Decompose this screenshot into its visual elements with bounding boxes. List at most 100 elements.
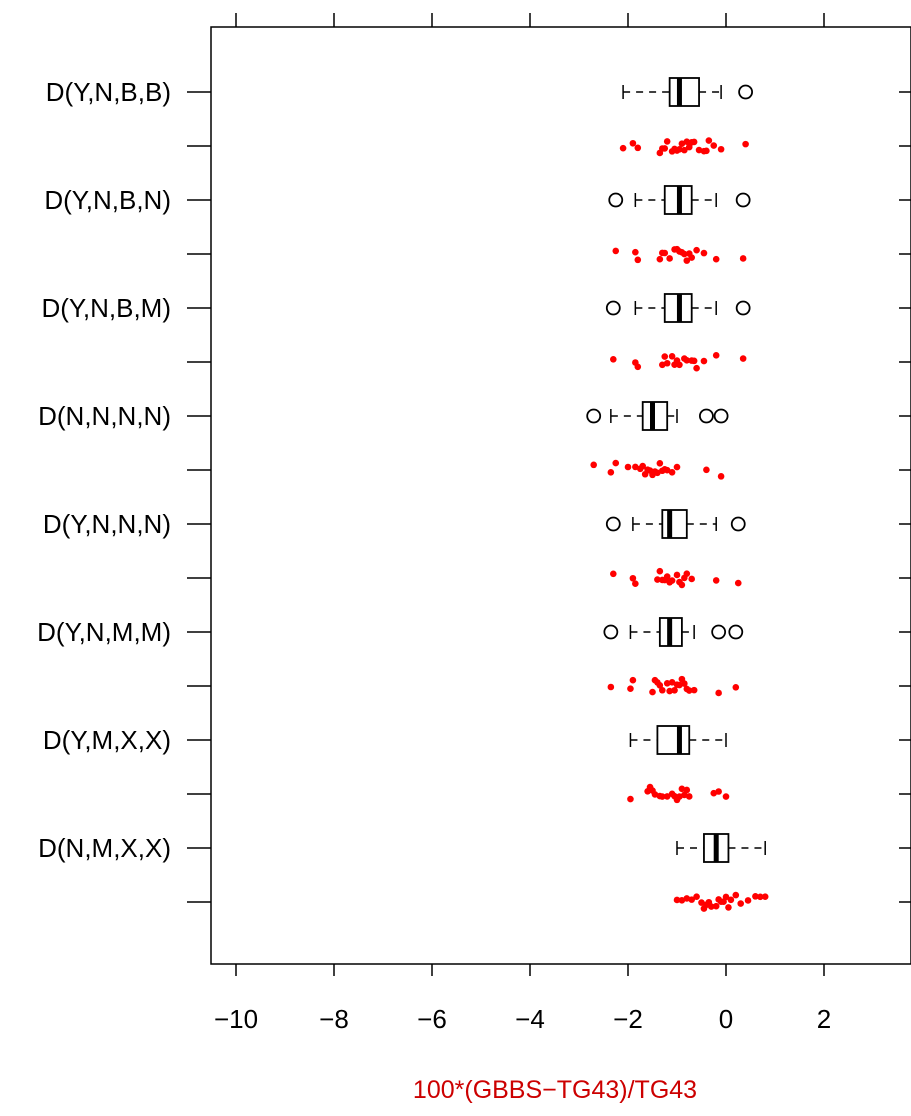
- data-point: [629, 676, 637, 684]
- data-point: [700, 357, 708, 365]
- data-point: [685, 687, 693, 694]
- data-point: [634, 144, 642, 152]
- data-point: [737, 900, 744, 907]
- data-point: [659, 793, 666, 800]
- outlier-point: [608, 192, 624, 208]
- category-row: D(Y,N,B,N): [44, 185, 911, 264]
- outlier-point: [586, 408, 602, 424]
- data-point: [629, 139, 637, 147]
- data-point: [663, 138, 671, 145]
- outlier-point: [738, 84, 753, 100]
- data-point: [703, 147, 710, 155]
- data-point: [663, 793, 671, 800]
- data-point: [717, 145, 725, 153]
- data-point: [629, 574, 637, 582]
- data-point: [744, 897, 752, 904]
- category-row: D(Y,N,B,M): [41, 293, 911, 372]
- data-point: [685, 793, 693, 800]
- data-point: [663, 573, 671, 580]
- outlier-point: [735, 192, 751, 208]
- data-point: [708, 903, 715, 910]
- data-point: [727, 896, 735, 904]
- data-point: [722, 893, 730, 901]
- plot-frame: [210, 26, 911, 965]
- data-point: [671, 686, 678, 694]
- data-point: [693, 246, 700, 254]
- data-point: [673, 571, 681, 579]
- data-point: [663, 680, 671, 687]
- data-point: [624, 463, 632, 471]
- data-point: [693, 893, 700, 900]
- data-point: [678, 581, 686, 589]
- x-tick-label: −2: [613, 1004, 643, 1034]
- category-label: D(Y,N,N,N): [43, 509, 171, 539]
- data-point: [742, 140, 749, 148]
- outlier-point: [605, 516, 621, 532]
- data-point: [712, 352, 720, 359]
- data-point: [666, 687, 673, 695]
- data-point: [739, 255, 747, 262]
- outlier-point: [605, 300, 621, 316]
- data-point: [661, 353, 669, 360]
- data-point: [688, 896, 695, 903]
- data-point: [632, 580, 639, 587]
- data-point: [710, 142, 718, 149]
- data-point: [668, 468, 676, 476]
- outlier-point: [603, 624, 619, 640]
- data-point: [688, 575, 695, 583]
- category-label: D(Y,N,B,M): [41, 293, 171, 323]
- category-row: D(Y,M,X,X): [43, 725, 911, 804]
- data-point: [715, 788, 722, 795]
- data-point: [673, 463, 681, 471]
- data-point: [722, 793, 730, 800]
- data-point: [627, 685, 634, 693]
- data-point: [632, 248, 639, 256]
- data-point: [700, 249, 708, 257]
- data-point: [683, 138, 691, 145]
- data-point: [725, 904, 732, 911]
- data-point: [610, 570, 617, 578]
- axes: −10 −8 −6 −4 −2 0 2: [214, 13, 831, 1034]
- x-tick-label: −8: [319, 1004, 349, 1034]
- category-label: D(Y,M,X,X): [43, 725, 171, 755]
- category-label: D(N,N,N,N): [38, 401, 171, 431]
- data-point: [659, 686, 666, 694]
- data-point: [752, 893, 759, 900]
- category-label: D(Y,N,M,M): [37, 617, 171, 647]
- data-point: [732, 891, 740, 899]
- data-point: [717, 473, 725, 480]
- data-point: [656, 567, 664, 575]
- data-point: [732, 683, 740, 691]
- category-label: D(Y,N,B,B): [46, 77, 171, 107]
- data-point: [673, 896, 681, 904]
- data-point: [666, 255, 673, 262]
- data-point: [712, 255, 720, 263]
- category-label: D(Y,N,B,N): [44, 185, 171, 215]
- data-point: [681, 146, 688, 154]
- data-point: [668, 577, 676, 584]
- category-rows: D(Y,N,B,B) D(Y,N,B,N) D(Y,N,B,M) D(N,N,N,N)…: [37, 77, 911, 912]
- data-point: [690, 686, 698, 694]
- data-point: [607, 683, 615, 691]
- x-tick-label: −10: [214, 1004, 258, 1034]
- x-tick-label: −4: [515, 1004, 545, 1034]
- data-point: [705, 137, 713, 144]
- data-point: [681, 680, 688, 687]
- outlier-point: [699, 408, 714, 424]
- x-tick-label: 2: [817, 1004, 831, 1034]
- data-point: [683, 257, 691, 264]
- data-point: [634, 256, 642, 264]
- x-axis-label: 100*(GBBS−TG43)/TG43: [413, 1076, 697, 1104]
- data-point: [661, 145, 669, 152]
- outlier-point: [728, 624, 744, 640]
- data-point: [681, 250, 688, 258]
- data-point: [610, 356, 617, 363]
- data-point: [661, 249, 669, 257]
- data-point: [668, 678, 676, 686]
- data-point: [649, 688, 656, 696]
- category-row: D(Y,N,N,N): [43, 509, 911, 589]
- box: [668, 77, 700, 107]
- data-point: [634, 363, 642, 371]
- data-point: [676, 146, 683, 153]
